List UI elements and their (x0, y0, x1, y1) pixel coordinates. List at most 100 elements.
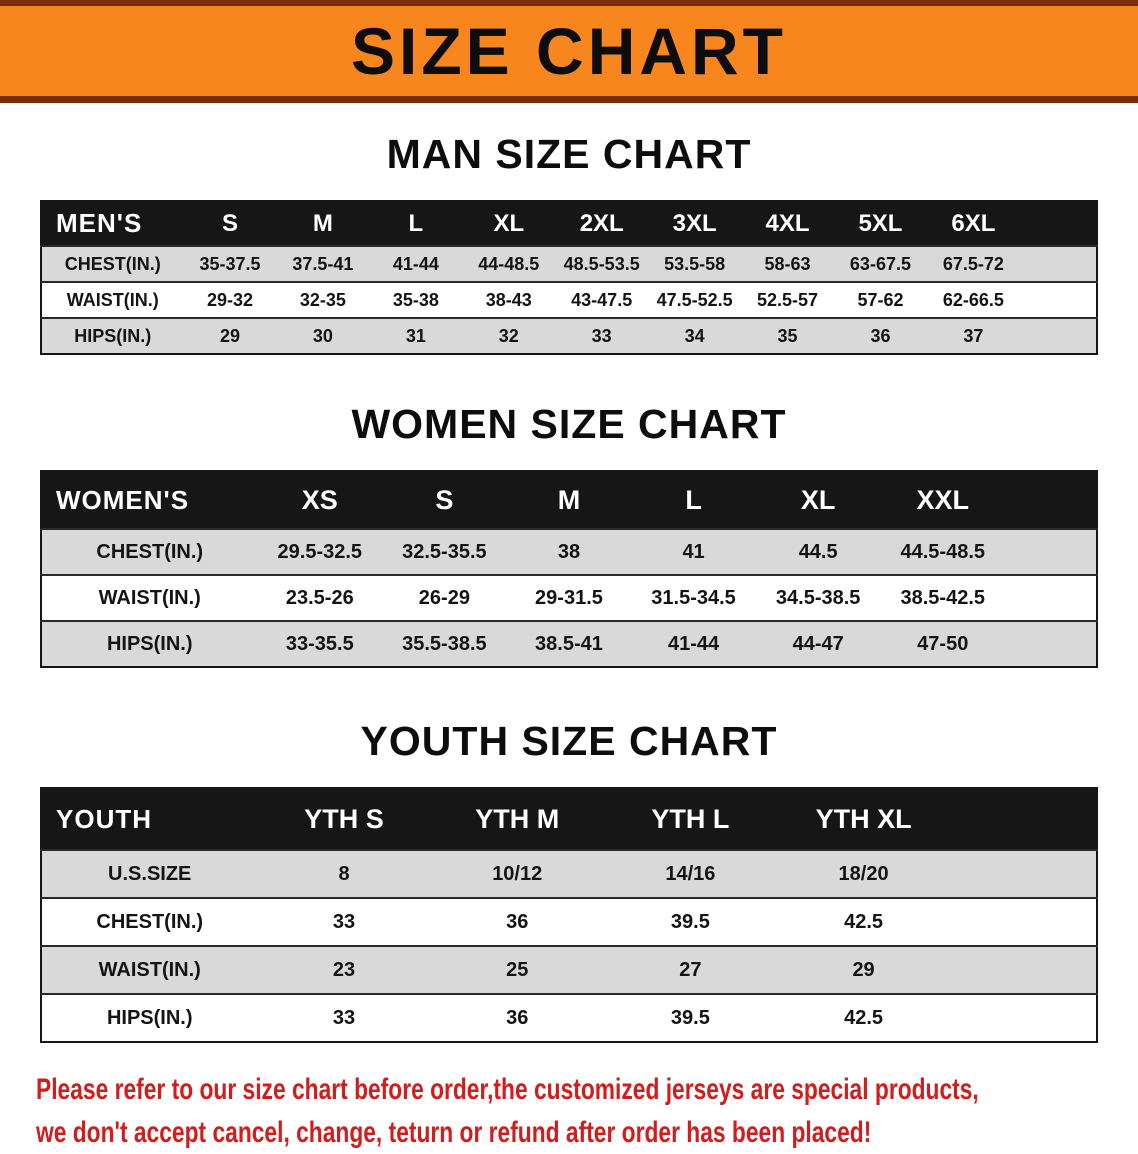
value-cell: 35-38 (369, 281, 463, 318)
size-header-cell: 3XL (648, 201, 742, 246)
size-header-cell: XXL (880, 471, 1006, 529)
table-row: HIPS(IN.) 33-35.5 35.5-38.5 38.5-41 41-44 44-… (41, 620, 1097, 667)
table-title-cell: WOMEN'S (41, 471, 258, 529)
value-cell: 41-44 (631, 620, 756, 667)
footer-note: Please refer to our size chart before or… (36, 1069, 1138, 1154)
youth-section: YOUTH SIZE CHART YOUTH YTH S YTH M YTH L YTH… (0, 718, 1138, 1043)
value-cell: 34 (648, 317, 742, 354)
value-cell: 35.5-38.5 (382, 620, 507, 667)
value-cell: 32-35 (276, 281, 370, 318)
value-cell: 31 (369, 317, 463, 354)
size-header-cell: XL (755, 471, 881, 529)
value-cell: 48.5-53.5 (555, 245, 649, 282)
row-label-cell: HIPS(IN.) (41, 620, 258, 667)
value-cell: 32 (462, 317, 556, 354)
size-header-cell: 5XL (834, 201, 927, 246)
value-cell: 41 (631, 528, 756, 575)
value-cell: 32.5-35.5 (382, 528, 507, 575)
womens-heading: WOMEN SIZE CHART (351, 401, 787, 447)
table-row: WAIST(IN.) 29-32 32-35 35-38 38-43 43-47.5 47.… (41, 281, 1097, 318)
value-cell: 44-48.5 (462, 245, 556, 282)
spacer-cell (950, 788, 1097, 850)
value-cell: 36 (430, 993, 604, 1042)
size-header-cell: S (382, 471, 507, 529)
value-cell: 63-67.5 (834, 245, 927, 282)
value-cell: 34.5-38.5 (755, 574, 881, 621)
spacer-cell (950, 945, 1097, 994)
mens-section: MAN SIZE CHART MEN'S S M L XL 2XL 3XL 4XL 5XL 6XL… (0, 131, 1138, 355)
table-row: WAIST(IN.) 23.5-26 26-29 29-31.5 31.5-34.5 34… (41, 574, 1097, 621)
value-cell: 33-35.5 (257, 620, 383, 667)
youth-heading: YOUTH SIZE CHART (360, 718, 778, 764)
row-label-cell: U.S.SIZE (41, 849, 258, 898)
womens-section: WOMEN SIZE CHART WOMEN'S XS S M L XL XXL CHEST… (0, 401, 1138, 668)
value-cell: 39.5 (603, 993, 777, 1042)
value-cell: 35-37.5 (183, 245, 277, 282)
table-row: CHEST(IN.) 35-37.5 37.5-41 41-44 44-48.5 48.5… (41, 245, 1097, 282)
banner: SIZE CHART (0, 0, 1138, 103)
size-header-cell: YTH M (430, 788, 604, 850)
value-cell: 31.5-34.5 (631, 574, 756, 621)
value-cell: 36 (430, 897, 604, 946)
value-cell: 33 (555, 317, 649, 354)
table-row: CHEST(IN.) 29.5-32.5 32.5-35.5 38 41 44.5 44.5… (41, 528, 1097, 575)
value-cell: 27 (603, 945, 777, 994)
value-cell: 39.5 (603, 897, 777, 946)
youth-size-table: YOUTH YTH S YTH M YTH L YTH XL U.S.SIZE 8 10/1… (40, 787, 1098, 1043)
value-cell: 35 (741, 317, 834, 354)
value-cell: 36 (834, 317, 927, 354)
value-cell: 38.5-42.5 (880, 574, 1006, 621)
womens-table-header: WOMEN'S XS S M L XL XXL (41, 471, 1097, 529)
spacer-cell (1005, 528, 1097, 575)
value-cell: 67.5-72 (926, 245, 1020, 282)
row-label-cell: WAIST(IN.) (41, 574, 258, 621)
value-cell: 43-47.5 (555, 281, 649, 318)
size-header-cell: S (183, 201, 277, 246)
table-row: HIPS(IN.) 29 30 31 32 33 34 35 36 37 (41, 317, 1097, 354)
size-header-cell: L (631, 471, 756, 529)
mens-size-table: MEN'S S M L XL 2XL 3XL 4XL 5XL 6XL CHEST(IN.) 35-3… (40, 200, 1098, 355)
value-cell: 29 (183, 317, 277, 354)
value-cell: 62-66.5 (926, 281, 1020, 318)
value-cell: 18/20 (776, 849, 951, 898)
table-row: CHEST(IN.) 33 36 39.5 42.5 (41, 897, 1097, 946)
size-header-cell: XS (257, 471, 383, 529)
spacer-cell (1019, 317, 1097, 354)
spacer-cell (1019, 201, 1097, 246)
header-row: MEN'S S M L XL 2XL 3XL 4XL 5XL 6XL (41, 201, 1097, 246)
value-cell: 37.5-41 (276, 245, 370, 282)
row-label-cell: HIPS(IN.) (41, 317, 184, 354)
row-label-cell: CHEST(IN.) (41, 897, 258, 946)
spacer-cell (950, 849, 1097, 898)
value-cell: 29.5-32.5 (257, 528, 383, 575)
value-cell: 33 (257, 993, 431, 1042)
value-cell: 23.5-26 (257, 574, 383, 621)
value-cell: 41-44 (369, 245, 463, 282)
size-header-cell: M (506, 471, 632, 529)
header-row: YOUTH YTH S YTH M YTH L YTH XL (41, 788, 1097, 850)
page-title: SIZE CHART (351, 14, 787, 88)
mens-table-body: CHEST(IN.) 35-37.5 37.5-41 41-44 44-48.5 48.5… (41, 245, 1097, 354)
youth-table-body: U.S.SIZE 8 10/12 14/16 18/20 CHEST(IN.) 33 36 39… (41, 849, 1097, 1042)
value-cell: 30 (276, 317, 370, 354)
size-header-cell: YTH S (257, 788, 431, 850)
value-cell: 25 (430, 945, 604, 994)
value-cell: 23 (257, 945, 431, 994)
size-header-cell: 4XL (741, 201, 834, 246)
note-line-1: Please refer to our size chart before or… (36, 1073, 979, 1106)
value-cell: 29-32 (183, 281, 277, 318)
value-cell: 53.5-58 (648, 245, 742, 282)
size-header-cell: XL (462, 201, 556, 246)
size-header-cell: YTH L (603, 788, 777, 850)
value-cell: 26-29 (382, 574, 507, 621)
row-label-cell: CHEST(IN.) (41, 528, 258, 575)
womens-size-table: WOMEN'S XS S M L XL XXL CHEST(IN.) 29.5-32.5 32.… (40, 470, 1098, 668)
youth-table-header: YOUTH YTH S YTH M YTH L YTH XL (41, 788, 1097, 850)
value-cell: 29 (776, 945, 951, 994)
value-cell: 38.5-41 (506, 620, 632, 667)
mens-table-header: MEN'S S M L XL 2XL 3XL 4XL 5XL 6XL (41, 201, 1097, 246)
value-cell: 44-47 (755, 620, 881, 667)
spacer-cell (1019, 245, 1097, 282)
row-label-cell: HIPS(IN.) (41, 993, 258, 1042)
